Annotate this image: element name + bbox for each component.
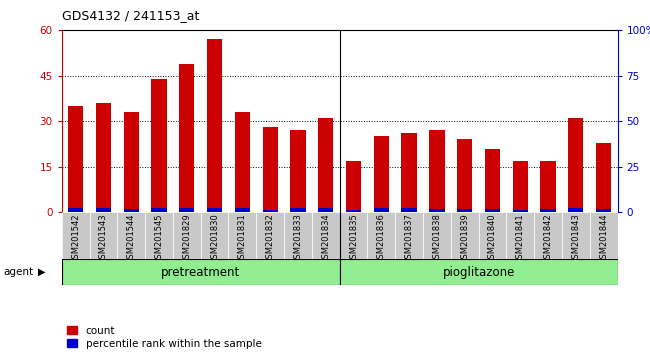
Text: GSM201833: GSM201833 bbox=[293, 213, 302, 264]
Bar bbox=[402, 209, 417, 212]
Bar bbox=[145, 212, 173, 260]
Text: GSM201839: GSM201839 bbox=[460, 213, 469, 264]
Bar bbox=[318, 118, 333, 212]
Bar bbox=[457, 209, 473, 212]
Text: GSM201544: GSM201544 bbox=[127, 213, 136, 264]
Bar bbox=[451, 212, 478, 260]
Bar bbox=[429, 130, 445, 212]
Bar bbox=[590, 212, 618, 260]
Bar bbox=[513, 161, 528, 212]
Bar bbox=[402, 133, 417, 212]
Bar bbox=[96, 103, 111, 212]
Text: pioglitazone: pioglitazone bbox=[443, 266, 515, 279]
Bar bbox=[90, 212, 117, 260]
Text: pretreatment: pretreatment bbox=[161, 266, 240, 279]
Text: GSM201542: GSM201542 bbox=[71, 213, 80, 264]
Bar bbox=[235, 208, 250, 212]
Bar bbox=[506, 212, 534, 260]
Bar bbox=[457, 139, 473, 212]
Bar bbox=[291, 208, 306, 212]
Text: GSM201838: GSM201838 bbox=[432, 213, 441, 264]
Bar bbox=[374, 136, 389, 212]
Bar bbox=[568, 118, 584, 212]
Text: GSM201832: GSM201832 bbox=[266, 213, 275, 264]
Bar bbox=[96, 208, 111, 212]
Bar bbox=[568, 209, 584, 212]
Text: GDS4132 / 241153_at: GDS4132 / 241153_at bbox=[62, 9, 199, 22]
Bar bbox=[534, 212, 562, 260]
Bar bbox=[562, 212, 590, 260]
Text: GSM201835: GSM201835 bbox=[349, 213, 358, 264]
Text: GSM201841: GSM201841 bbox=[515, 213, 525, 264]
Bar bbox=[423, 212, 451, 260]
Text: GSM201836: GSM201836 bbox=[377, 213, 386, 264]
Bar bbox=[339, 259, 618, 285]
Bar bbox=[478, 212, 506, 260]
Bar bbox=[179, 63, 194, 212]
Bar bbox=[596, 209, 611, 212]
Bar bbox=[284, 212, 312, 260]
Bar bbox=[263, 127, 278, 212]
Text: GSM201831: GSM201831 bbox=[238, 213, 247, 264]
Bar bbox=[62, 212, 90, 260]
Text: GSM201829: GSM201829 bbox=[182, 213, 191, 264]
Bar bbox=[263, 210, 278, 212]
Bar bbox=[256, 212, 284, 260]
Bar bbox=[229, 212, 256, 260]
Text: GSM201843: GSM201843 bbox=[571, 213, 580, 264]
Bar bbox=[173, 212, 201, 260]
Bar bbox=[318, 209, 333, 212]
Bar bbox=[179, 208, 194, 212]
Bar bbox=[346, 210, 361, 212]
Text: GSM201842: GSM201842 bbox=[543, 213, 552, 264]
Text: agent: agent bbox=[3, 267, 33, 277]
Text: GSM201545: GSM201545 bbox=[155, 213, 164, 264]
Bar bbox=[124, 209, 139, 212]
Bar bbox=[151, 208, 166, 212]
Bar bbox=[513, 210, 528, 212]
Bar bbox=[540, 161, 556, 212]
Bar bbox=[429, 209, 445, 212]
Bar bbox=[151, 79, 166, 212]
Bar bbox=[62, 259, 339, 285]
Text: GSM201837: GSM201837 bbox=[404, 213, 413, 264]
Text: GSM201834: GSM201834 bbox=[321, 213, 330, 264]
Bar bbox=[291, 130, 306, 212]
Text: GSM201543: GSM201543 bbox=[99, 213, 108, 264]
Bar bbox=[68, 106, 83, 212]
Bar bbox=[485, 149, 500, 212]
Bar bbox=[540, 209, 556, 212]
Bar bbox=[367, 212, 395, 260]
Bar bbox=[312, 212, 340, 260]
Bar bbox=[395, 212, 423, 260]
Bar bbox=[207, 207, 222, 212]
Bar bbox=[207, 39, 222, 212]
Bar bbox=[346, 161, 361, 212]
Text: GSM201830: GSM201830 bbox=[210, 213, 219, 264]
Bar bbox=[201, 212, 229, 260]
Text: ▶: ▶ bbox=[38, 267, 46, 277]
Bar bbox=[596, 143, 611, 212]
Bar bbox=[339, 212, 367, 260]
Bar bbox=[485, 209, 500, 212]
Legend: count, percentile rank within the sample: count, percentile rank within the sample bbox=[67, 326, 261, 349]
Bar bbox=[374, 209, 389, 212]
Bar bbox=[235, 112, 250, 212]
Bar bbox=[117, 212, 145, 260]
Text: GSM201844: GSM201844 bbox=[599, 213, 608, 264]
Bar bbox=[124, 112, 139, 212]
Bar bbox=[68, 208, 83, 212]
Text: GSM201840: GSM201840 bbox=[488, 213, 497, 264]
